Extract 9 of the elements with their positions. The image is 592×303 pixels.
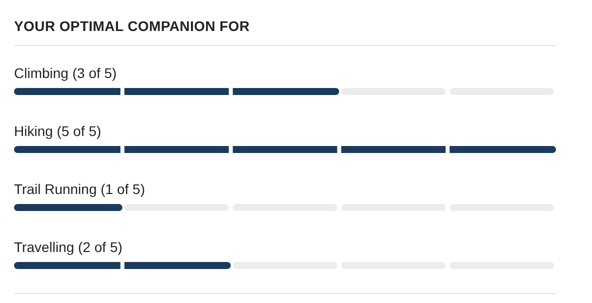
y-tick-label: Travelling (2 of 5) xyxy=(14,239,122,255)
y-tick-label: Climbing (3 of 5) xyxy=(14,65,117,81)
chart-title: YOUR OPTIMAL COMPANION FOR xyxy=(14,18,250,34)
bar xyxy=(14,88,340,95)
bar xyxy=(14,146,556,153)
y-tick-label: Trail Running (1 of 5) xyxy=(14,181,145,197)
bar xyxy=(14,262,231,269)
bar xyxy=(14,204,122,211)
y-tick-label: Hiking (5 of 5) xyxy=(14,123,102,139)
